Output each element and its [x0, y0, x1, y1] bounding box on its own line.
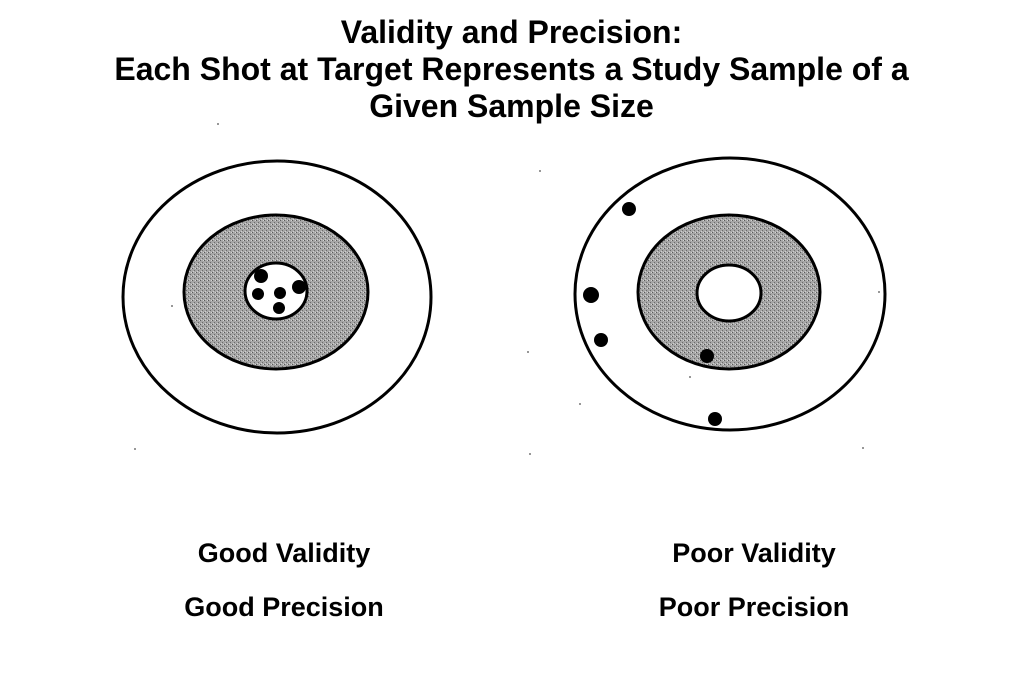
shot-dot [254, 269, 268, 283]
target-bullseye [695, 263, 763, 323]
title-line-3: Given Sample Size [369, 88, 654, 124]
caption-validity-label: Poor Validity [672, 538, 836, 568]
page-title: Validity and Precision: Each Shot at Tar… [0, 14, 1023, 125]
shot-dot [273, 302, 285, 314]
caption-good: Good Validity Good Precision [124, 538, 444, 622]
shot-dot [252, 288, 264, 300]
target-poor-validity-poor-precision [573, 156, 887, 432]
scan-specks [134, 123, 880, 455]
caption-precision-label: Poor Precision [658, 592, 850, 622]
shot-dot [274, 287, 286, 299]
shot-dot [700, 349, 714, 363]
shot-dot [583, 287, 599, 303]
caption-poor: Poor Validity Poor Precision [594, 538, 914, 622]
caption-precision-label: Good Precision [184, 592, 384, 622]
target-good-validity-good-precision [121, 159, 433, 435]
caption-validity-label: Good Validity [197, 538, 371, 568]
shot-dot [292, 280, 306, 294]
shot-dot [594, 333, 608, 347]
shot-dot [708, 412, 722, 426]
title-line-2: Each Shot at Target Represents a Study S… [114, 51, 909, 87]
shot-dot [622, 202, 636, 216]
title-line-1: Validity and Precision: [340, 14, 683, 50]
